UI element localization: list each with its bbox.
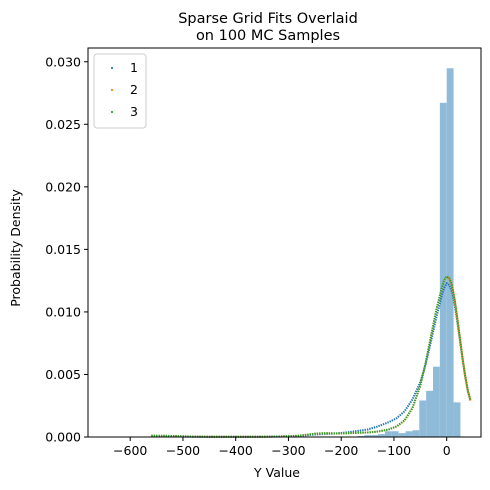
histogram-bar	[405, 431, 413, 437]
series-lines	[151, 275, 472, 438]
series-line-2	[151, 275, 472, 438]
histogram-bar	[384, 431, 392, 437]
chart-title-line-1: Sparse Grid Fits Overlaid	[178, 11, 358, 27]
chart-title-line-2: on 100 MC Samples	[196, 28, 340, 44]
histogram-bar	[391, 431, 399, 437]
y-axis: 0.000 0.005 0.010 0.015 0.020 0.025 0.030	[45, 54, 88, 445]
x-tick-label: −200	[324, 443, 358, 458]
x-tick-label: −400	[219, 443, 253, 458]
histogram-bar	[432, 366, 440, 437]
histogram-bar	[446, 68, 454, 437]
legend-marker-3	[110, 110, 114, 114]
x-axis-title: Y Value	[253, 465, 300, 480]
x-tick-label: −600	[113, 443, 147, 458]
histogram-bar	[453, 402, 461, 437]
legend-label-1: 1	[130, 60, 138, 75]
histogram-bar	[419, 400, 427, 437]
legend-marker-2	[110, 88, 114, 92]
legend-box	[93, 53, 147, 129]
histogram-bars	[103, 68, 461, 437]
y-axis-title: Probability Density	[8, 189, 23, 307]
histogram-bar	[439, 102, 447, 437]
y-tick-label: 0.020	[45, 179, 81, 194]
histogram-bar	[412, 430, 420, 437]
x-tick-label: −100	[377, 443, 411, 458]
x-tick-label: −500	[166, 443, 200, 458]
x-tick-label: −300	[271, 443, 305, 458]
legend-marker-1	[110, 66, 114, 70]
x-tick-label: 0	[443, 443, 451, 458]
y-tick-label: 0.000	[45, 430, 81, 445]
y-tick-label: 0.030	[45, 54, 81, 69]
histogram-bar	[426, 390, 433, 437]
plot-area-frame	[87, 47, 482, 438]
y-tick-label: 0.015	[45, 242, 81, 257]
y-tick-label: 0.025	[45, 117, 81, 132]
legend-label-3: 3	[130, 104, 138, 119]
y-tick-label: 0.010	[45, 304, 81, 319]
histogram-bar	[364, 435, 372, 437]
y-tick-label: 0.005	[45, 367, 81, 382]
histogram-bar	[378, 434, 385, 437]
legend-label-2: 2	[130, 82, 138, 97]
histogram-bar	[371, 435, 379, 437]
x-axis: −600 −500 −400 −300 −200 −100 0	[113, 437, 451, 458]
chart-legend: 1 2 3	[93, 53, 147, 129]
histogram-bar	[398, 433, 406, 437]
histogram-bar	[357, 435, 365, 437]
